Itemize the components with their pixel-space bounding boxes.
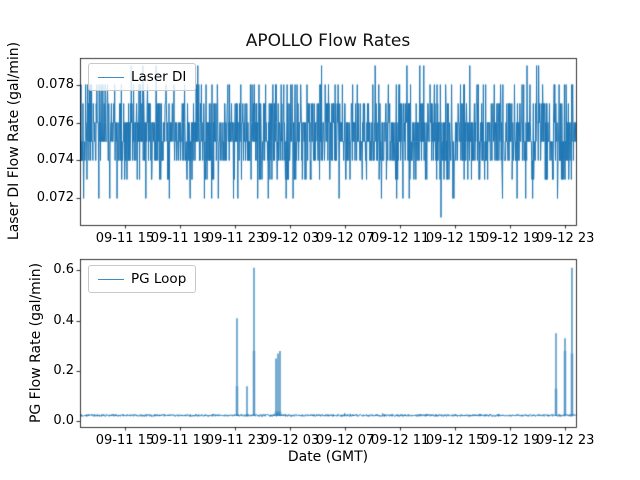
x-tick-label: 09-12 19 [480,433,540,448]
legend-pg-loop: PG Loop [88,265,197,293]
x-tick-label: 09-12 07 [315,231,375,246]
y-tick-label: 0.6 [53,262,74,278]
top-y-axis-label: Laser DI Flow Rate (gal/min) [6,41,22,241]
y-tick-label: 0.2 [53,363,74,379]
x-tick-label: 09-12 03 [260,231,320,246]
x-tick-label: 09-11 19 [150,433,210,448]
y-tick-label: 0.076 [36,114,74,130]
legend-label: PG Loop [131,271,187,287]
x-tick-label: 09-12 23 [535,231,595,246]
x-axis-label: Date (GMT) [287,449,369,465]
x-tick-label: 09-11 15 [95,433,155,448]
legend-label: Laser DI [131,69,187,85]
figure-title: APOLLO Flow Rates [245,31,411,51]
x-tick-label: 09-12 07 [315,433,375,448]
y-tick-label: 0.074 [36,152,74,168]
y-tick-label: 0.078 [36,76,74,92]
legend-line-sample-icon [98,278,124,280]
legend-laser-di: Laser DI [88,63,197,91]
y-tick-label: 0.072 [36,190,74,206]
x-tick-label: 09-11 23 [205,231,265,246]
x-tick-label: 09-12 19 [480,231,540,246]
x-tick-label: 09-11 15 [95,231,155,246]
y-tick-label: 0.4 [53,312,74,328]
x-tick-label: 09-11 23 [205,433,265,448]
x-tick-label: 09-12 11 [370,433,430,448]
legend-line-sample-icon [98,76,124,78]
x-tick-label: 09-12 15 [425,433,485,448]
x-tick-label: 09-12 03 [260,433,320,448]
x-tick-label: 09-11 19 [150,231,210,246]
x-tick-label: 09-12 15 [425,231,485,246]
y-tick-label: 0.0 [53,413,74,429]
x-tick-label: 09-12 23 [535,433,595,448]
bottom-y-axis-label: PG Flow Rate (gal/min) [28,262,44,424]
x-tick-label: 09-12 11 [370,231,430,246]
